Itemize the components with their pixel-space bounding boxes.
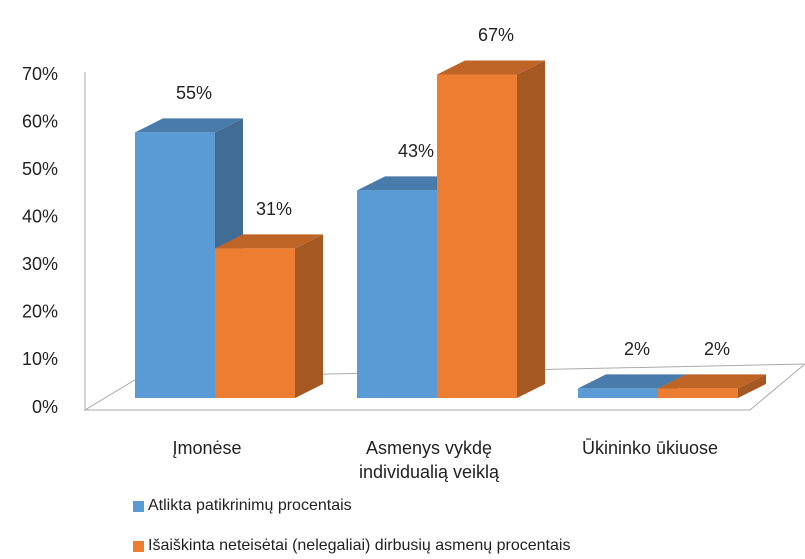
bar-top	[215, 234, 323, 249]
bar-side	[738, 374, 766, 398]
bar	[215, 248, 295, 398]
value-label: 55%	[176, 83, 212, 103]
bar-top	[135, 118, 243, 133]
bar-top	[658, 374, 766, 389]
bar	[135, 132, 215, 398]
bar	[578, 388, 658, 398]
x-tick-label: Ūkininko ūkiuose	[581, 438, 719, 458]
bar	[357, 190, 437, 398]
legend-entry: Išaiškinta neteisėtai (nelegaliai) dirbu…	[133, 537, 570, 555]
legend-label: Atlikta patikrinimų procentais	[148, 497, 352, 514]
floor	[83, 363, 805, 411]
legend-label: Išaiškinta neteisėtai (nelegaliai) dirbu…	[148, 537, 571, 554]
y-tick-label: 10%	[22, 349, 58, 369]
legend-entry: Atlikta patikrinimų procentais	[133, 497, 352, 515]
value-label: 2%	[704, 339, 730, 359]
bar	[437, 74, 517, 398]
value-label: 31%	[256, 199, 292, 219]
y-tick-label: 0%	[32, 397, 58, 417]
value-label: 43%	[398, 141, 434, 161]
y-tick-label: 30%	[22, 254, 58, 274]
y-tick-label: 60%	[22, 111, 58, 131]
x-tick-label: Įmonėse	[172, 438, 242, 458]
y-tick-label: 50%	[22, 159, 58, 179]
bar-side	[517, 60, 545, 398]
legend-swatch	[133, 500, 144, 512]
y-tick-label: 20%	[22, 302, 58, 322]
y-tick-label: 40%	[22, 206, 58, 226]
bar-top	[437, 60, 545, 75]
value-label: 2%	[624, 339, 650, 359]
legend-swatch	[133, 540, 144, 552]
bar-side	[295, 234, 323, 398]
bar	[658, 388, 738, 398]
y-tick-label: 70%	[22, 64, 58, 84]
bar-top	[578, 374, 686, 389]
value-label: 67%	[478, 25, 514, 45]
x-tick-label: Asmenys vykdę individualią veiklą	[358, 438, 500, 482]
